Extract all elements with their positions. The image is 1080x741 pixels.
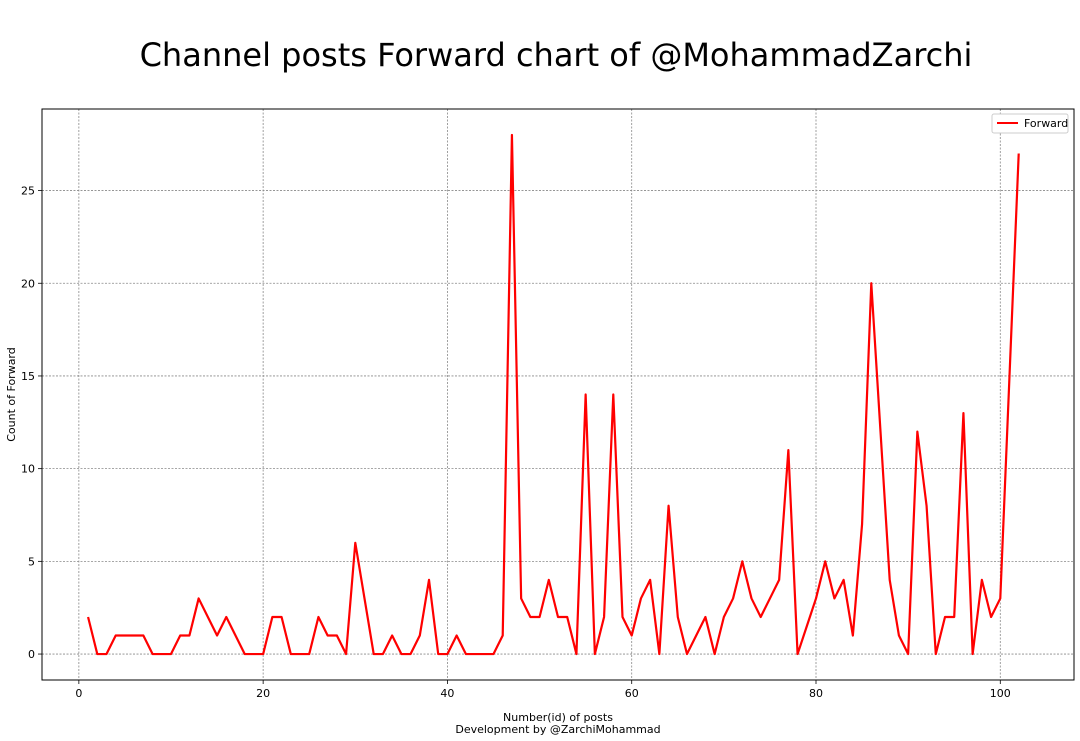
y-tick-label: 20 [21,277,35,290]
y-tick-label: 25 [21,185,35,198]
series-layer [87,133,1020,656]
x-tick-label: 20 [256,687,270,700]
y-axis-label: Count of Forward [5,347,18,442]
x-tick-label: 100 [990,687,1011,700]
chart-title: Channel posts Forward chart of @Mohammad… [139,36,973,74]
y-tick-label: 15 [21,370,35,383]
y-tick-label: 10 [21,463,35,476]
y-tick-label: 0 [28,648,35,661]
legend: Forward [991,113,1069,134]
x-axis-label: Number(id) of posts [503,711,613,724]
x-tick-label: 40 [440,687,454,700]
x-tick-label: 60 [625,687,639,700]
ticks-layer: 0 20 40 60 80 100 0 5 10 15 20 25 [21,185,1011,700]
series-line-forward [87,133,1020,656]
y-tick-label: 5 [28,555,35,568]
x-axis-sublabel: Development by @ZarchiMohammad [455,723,660,736]
legend-label-forward: Forward [1024,117,1068,130]
x-tick-label: 80 [809,687,823,700]
x-tick-label: 0 [75,687,82,700]
plot-frame [41,108,1075,681]
legend-box [991,113,1069,134]
grid-layer [42,109,1074,680]
